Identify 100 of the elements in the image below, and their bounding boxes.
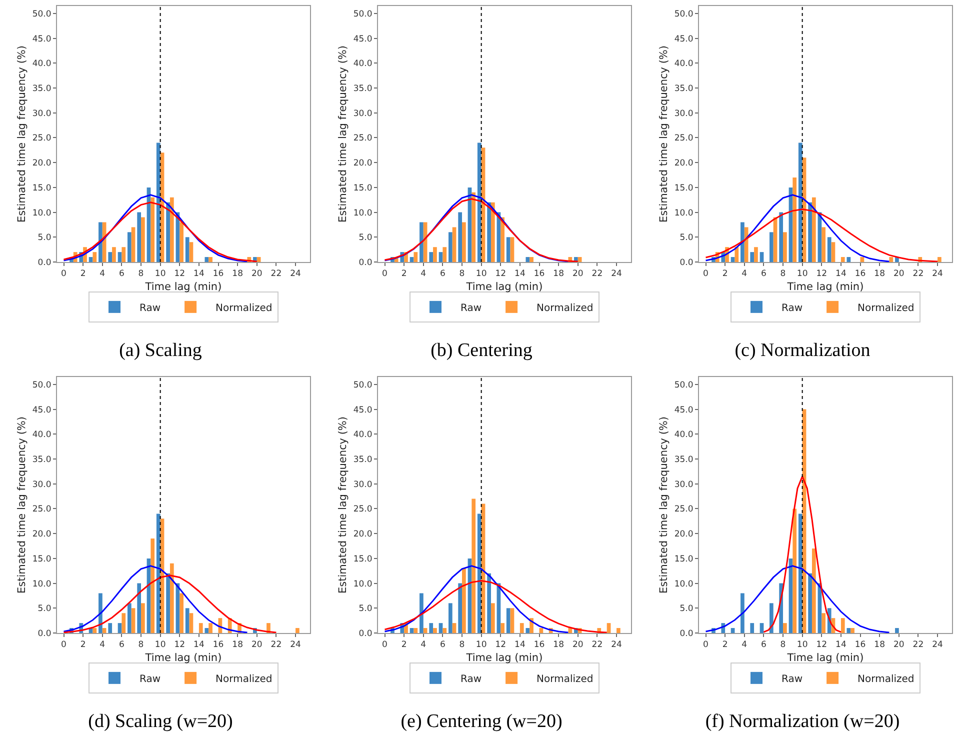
bar — [410, 257, 414, 262]
bar — [510, 608, 514, 633]
bar — [783, 623, 787, 633]
x-tick-label: 12 — [816, 640, 828, 650]
y-tick-label: 20.0 — [674, 158, 694, 169]
x-tick-label: 6 — [760, 640, 766, 650]
x-tick-label: 6 — [440, 640, 446, 650]
x-tick-label: 8 — [459, 640, 465, 650]
x-tick-label: 16 — [212, 269, 224, 280]
bar — [520, 623, 524, 633]
bar — [458, 583, 462, 633]
bar — [198, 623, 203, 633]
y-tick-label: 40.0 — [353, 59, 372, 70]
text: (f) Normalization (w=20) — [704, 710, 901, 734]
y-tick-label: 25.0 — [674, 504, 694, 515]
y-tick-label: 20.0 — [674, 530, 694, 540]
x-tick-label: 6 — [118, 640, 124, 650]
x-tick-label: 0 — [61, 640, 66, 650]
bar — [137, 212, 142, 262]
text: (b) Centering — [430, 339, 534, 363]
bar — [792, 508, 797, 633]
y-tick-label: 35.0 — [353, 84, 372, 94]
y-tick-label: 50.0 — [32, 380, 52, 390]
bar — [487, 202, 491, 262]
x-tick-label: 24 — [290, 269, 301, 280]
bar — [730, 257, 735, 262]
x-tick-label: 4 — [420, 269, 426, 280]
y-tick-label: 25.0 — [353, 134, 372, 144]
bar — [808, 202, 812, 262]
bar — [458, 212, 462, 262]
y-tick-label: 5.0 — [680, 233, 694, 244]
x-tick-label: 6 — [118, 269, 124, 280]
bar — [131, 608, 136, 633]
x-tick-label: 20 — [572, 269, 584, 280]
x-tick-label: 2 — [722, 640, 728, 650]
x-tick-label: 8 — [780, 640, 786, 650]
bar — [185, 608, 190, 633]
bar — [170, 197, 174, 262]
line-series — [63, 202, 258, 262]
legend-label: Normalized — [216, 302, 272, 314]
x-tick-label: 8 — [138, 640, 144, 650]
x-tick-label: 10 — [154, 269, 166, 280]
bar — [414, 628, 418, 633]
x-tick-label: 16 — [854, 269, 866, 280]
bar — [122, 247, 126, 262]
x-tick-label: 0 — [61, 269, 66, 280]
bar — [812, 548, 816, 633]
bar — [462, 568, 466, 633]
bar — [166, 573, 170, 633]
bar — [102, 628, 106, 633]
y-tick-label: 15.0 — [353, 554, 372, 564]
x-tick-label: 12 — [816, 269, 828, 280]
bar — [526, 628, 530, 633]
y-tick-label: 10.0 — [32, 579, 52, 590]
bar — [127, 603, 132, 633]
bar — [448, 232, 452, 262]
bar — [438, 623, 443, 633]
x-tick-label: 4 — [420, 640, 426, 650]
bar — [779, 212, 784, 262]
legend-label: Normalized — [536, 302, 594, 314]
bar — [754, 247, 758, 262]
y-tick-label: 0.0 — [358, 628, 372, 639]
y-tick-label: 5.0 — [358, 233, 372, 244]
legend-label: Raw — [782, 302, 803, 314]
bar — [840, 257, 845, 262]
bar — [452, 227, 456, 262]
bar — [137, 583, 142, 633]
x-tick-label: 12 — [174, 269, 186, 280]
bar — [442, 628, 447, 633]
x-axis-title: Time lag (min) — [144, 281, 222, 294]
y-tick-label: 30.0 — [32, 480, 52, 490]
x-tick-label: 14 — [194, 640, 204, 650]
bar — [429, 252, 434, 262]
line-series — [63, 574, 277, 633]
y-tick-label: 10.0 — [32, 208, 52, 218]
y-tick-label: 45.0 — [32, 34, 52, 44]
bar — [740, 593, 744, 633]
y-tick-label: 15.0 — [32, 183, 52, 194]
y-tick-label: 45.0 — [353, 405, 372, 416]
x-tick-label: 20 — [893, 640, 904, 650]
bar — [506, 237, 510, 262]
bar — [530, 257, 534, 262]
legend-label: Raw — [460, 674, 482, 685]
x-tick-label: 10 — [476, 269, 487, 280]
bar — [122, 613, 126, 633]
x-axis-title: Time lag (min) — [465, 281, 543, 294]
bar — [831, 242, 836, 262]
bar — [429, 623, 434, 633]
line-series — [762, 476, 842, 633]
y-tick-label: 45.0 — [32, 405, 52, 416]
x-tick-label: 0 — [703, 640, 708, 650]
y-tick-label: 45.0 — [674, 34, 694, 44]
y-tick-label: 5.0 — [358, 604, 372, 614]
y-tick-label: 10.0 — [674, 208, 694, 218]
y-tick-label: 40.0 — [674, 430, 694, 440]
bar — [526, 257, 530, 262]
bar — [750, 252, 754, 262]
y-tick-label: 20.0 — [353, 530, 372, 540]
legend-label: Raw — [140, 302, 161, 314]
bar — [510, 237, 514, 262]
